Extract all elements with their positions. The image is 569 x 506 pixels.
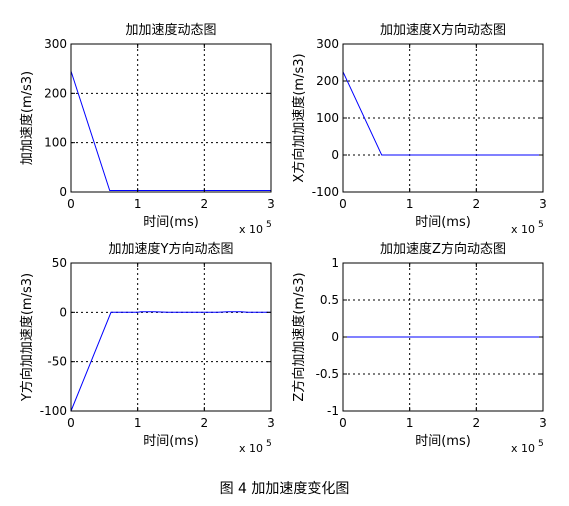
y-tick-label: 0 [59,305,67,319]
x-tick-label: 0 [67,197,75,211]
chart-title: 加加速度Y方向动态图 [109,241,234,257]
x-multiplier: x 10 [239,223,263,236]
y-tick-label: 200 [44,86,67,100]
plot-area [71,44,271,192]
x-tick-label: 0 [339,197,347,211]
chart-title: 加加速度X方向动态图 [380,22,506,38]
y-tick-label: 200 [316,74,339,88]
x-tick-label: 3 [539,416,547,430]
x-multiplier-exponent: 5 [266,439,272,449]
y-tick-label: 300 [316,37,339,51]
series-line-1 [342,71,543,156]
x-tick-label: 1 [134,197,142,211]
y-axis-label: Z方向加加速度(m/s3) [291,272,307,401]
x-axis-label: 时间(ms) [415,434,471,449]
y-tick-label: -100 [312,185,339,199]
y-axis-label: X方向加加速度(m/s3) [291,53,307,182]
x-tick-label: 3 [267,416,275,430]
x-tick-label: 1 [406,197,414,211]
x-multiplier-exponent: 5 [538,220,544,230]
x-tick-label: 1 [406,416,414,430]
axes-box [70,262,272,412]
y-tick-label: 100 [44,136,67,150]
series-line-1 [70,70,271,191]
plot-area [71,263,271,411]
figure-caption: 图 4 加加速度变化图 [219,481,350,497]
x-axis-label: 时间(ms) [415,215,471,230]
x-tick-label: 1 [134,416,142,430]
y-tick-label: -100 [40,404,67,418]
x-multiplier-exponent: 5 [266,220,272,230]
y-axis-label: 加加速度(m/s3) [19,71,35,165]
axes-box [70,43,272,193]
x-tick-label: 0 [67,416,75,430]
x-multiplier: x 10 [511,223,535,236]
x-tick-label: 3 [267,197,275,211]
y-tick-label: 100 [316,111,339,125]
y-tick-label: 0 [331,148,339,162]
x-axis-label: 时间(ms) [143,434,199,449]
chart-title: 加加速度Z方向动态图 [380,241,506,257]
x-multiplier: x 10 [239,442,263,455]
y-tick-label: 0 [331,330,339,344]
y-axis-label: Y方向加加速度(m/s3) [19,273,35,402]
y-tick-label: 0 [59,185,67,199]
y-tick-label: -50 [47,355,67,369]
y-tick-label: 1 [331,256,339,270]
y-tick-label: -1 [327,404,339,418]
x-tick-label: 2 [473,197,481,211]
y-tick-label: 0.5 [320,293,339,307]
x-tick-label: 2 [473,416,481,430]
series-line-1 [70,311,271,412]
chart-title: 加加速度动态图 [125,22,216,38]
x-tick-label: 3 [539,197,547,211]
x-multiplier-exponent: 5 [538,439,544,449]
x-multiplier: x 10 [511,442,535,455]
y-tick-label: 50 [52,256,67,270]
x-tick-label: 2 [201,416,209,430]
x-tick-label: 2 [201,197,209,211]
y-tick-label: 300 [44,37,67,51]
y-tick-label: -0.5 [316,367,339,381]
x-axis-label: 时间(ms) [143,215,199,230]
x-tick-label: 0 [339,416,347,430]
